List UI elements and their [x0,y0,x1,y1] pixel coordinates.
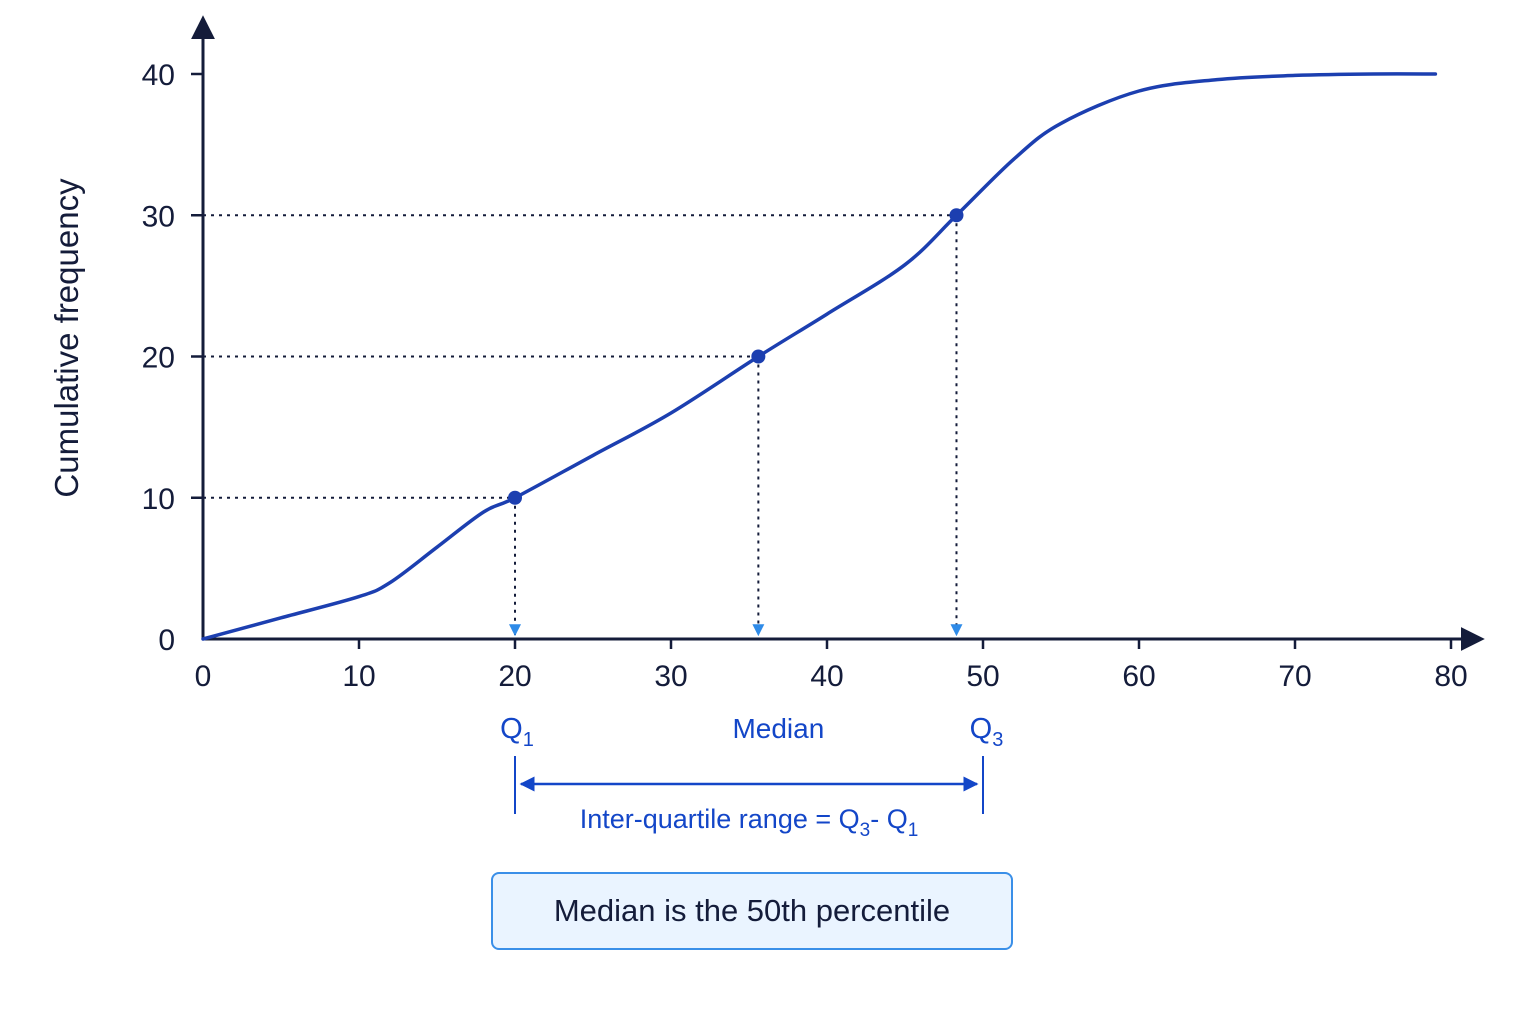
y-tick-label: 20 [142,342,175,375]
x-tick-label: 20 [498,660,531,693]
cumulative-frequency-curve [201,72,1438,641]
quartile-point-1 [751,349,766,364]
x-tick-label: 30 [654,660,687,693]
quartile-markers [508,208,964,505]
x-tick-label: 10 [342,660,375,693]
q1-label: Q1 [500,713,534,751]
quartile-point-0 [508,490,522,505]
y-tick-label: 30 [142,200,175,233]
x-tick-label: 70 [1278,660,1311,693]
y-tick-label: 0 [158,624,175,657]
x-tick-label: 60 [1122,660,1155,693]
median-note-text: Median is the 50th percentile [553,893,951,928]
iqr-label: Inter-quartile range = Q3- Q1 [580,804,919,841]
y-tick-label: 40 [142,59,175,92]
x-tick-label: 80 [1434,660,1467,693]
x-tick-label: 40 [810,660,843,693]
axes [191,15,1485,651]
x-tick-label: 50 [966,660,999,693]
axis-ticks: 0 10 20 30 40 50 60 70 80 0 10 20 30 40 [142,59,1468,693]
y-tick-label: 10 [142,483,175,516]
q3-label: Q3 [970,713,1004,751]
dotted-guide-lines [203,214,963,637]
median-label: Median [732,713,824,744]
x-tick-label: 0 [195,660,212,693]
quartile-point-2 [949,208,964,223]
median-note-box: Median is the 50th percentile [491,872,1013,950]
quartile-annotations: Q1 Median Q3 Inter-quartile range = Q3- Q1 [500,713,1003,841]
y-axis-label: Cumulative frequency [48,178,85,498]
